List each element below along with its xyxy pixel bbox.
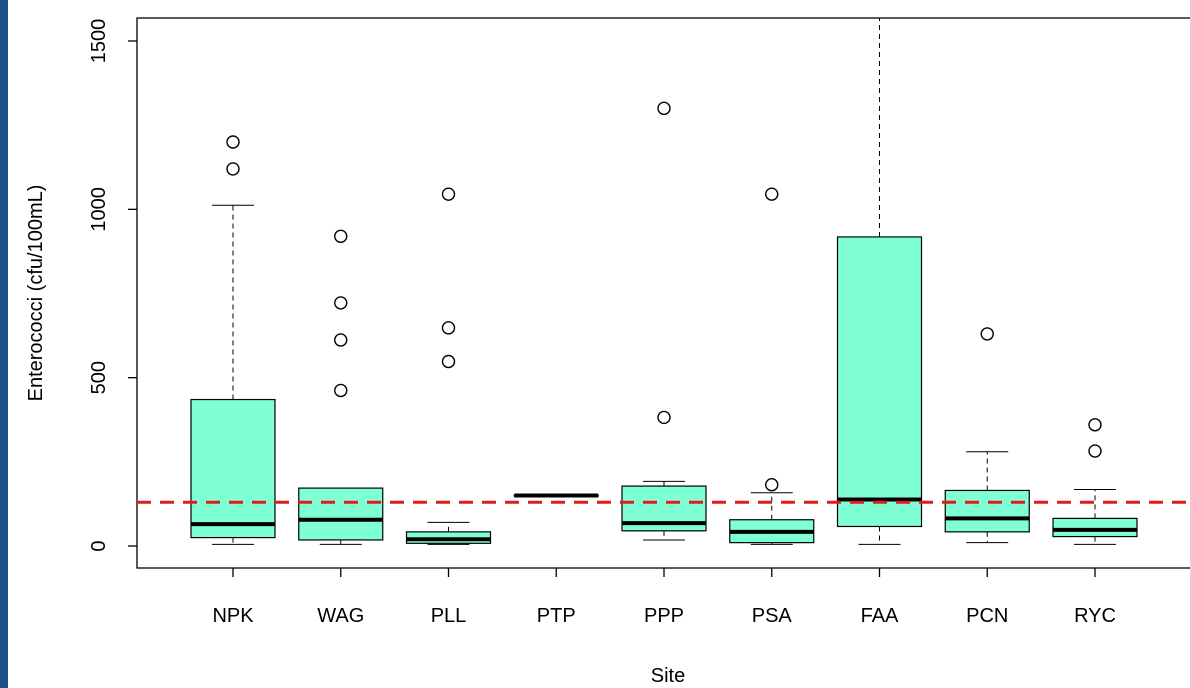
- box-iqr: [1052, 517, 1138, 538]
- outlier-point: [1088, 418, 1102, 432]
- y-axis-label: Enterococci (cfu/100mL): [25, 185, 47, 402]
- outlier-point: [765, 187, 779, 201]
- x-tick-label: NPK: [212, 605, 254, 627]
- y-tick-label: 0: [88, 540, 110, 551]
- box-npk: [190, 135, 276, 545]
- x-tick-label: PLL: [431, 605, 467, 627]
- box-ryc: [1052, 418, 1138, 545]
- outlier-point: [334, 383, 348, 398]
- x-tick-label: WAG: [317, 605, 364, 627]
- outlier-point: [226, 162, 240, 176]
- plot-frame: [136, 17, 1190, 569]
- outlier-point: [334, 229, 348, 243]
- x-tick-label: RYC: [1074, 605, 1116, 627]
- outlier-point: [334, 296, 348, 310]
- x-tick-label: FAA: [861, 605, 899, 627]
- box-wag: [298, 229, 384, 545]
- outlier-point: [765, 478, 779, 492]
- outlier-point: [226, 135, 240, 149]
- box-pll: [405, 187, 492, 545]
- box-iqr: [836, 236, 923, 528]
- x-axis-label: Site: [651, 665, 685, 687]
- y-tick-label: 1000: [88, 187, 110, 232]
- x-tick-label: PTP: [537, 605, 576, 627]
- outlier-point: [334, 333, 348, 347]
- outlier-point: [657, 410, 671, 425]
- outlier-point: [1088, 444, 1102, 458]
- box-pcn: [944, 327, 1030, 544]
- box-ppp: [621, 101, 707, 541]
- outlier-point: [657, 101, 671, 116]
- outlier-point: [980, 327, 994, 341]
- left-border-bar: [0, 0, 8, 688]
- outlier-point: [441, 354, 456, 369]
- box-iqr: [944, 489, 1030, 533]
- x-tick-label: PPP: [644, 605, 684, 627]
- box-psa: [729, 187, 815, 545]
- y-tick-label: 1500: [88, 19, 110, 64]
- y-tick-label: 500: [88, 361, 110, 394]
- box-iqr: [190, 398, 276, 539]
- x-tick-label: PSA: [752, 605, 793, 627]
- box-iqr: [298, 487, 384, 541]
- x-tick-label: PCN: [966, 605, 1008, 627]
- outlier-point: [441, 321, 456, 335]
- outlier-point: [441, 187, 456, 201]
- box-faa: [836, 18, 923, 545]
- box-ptp: [513, 493, 599, 498]
